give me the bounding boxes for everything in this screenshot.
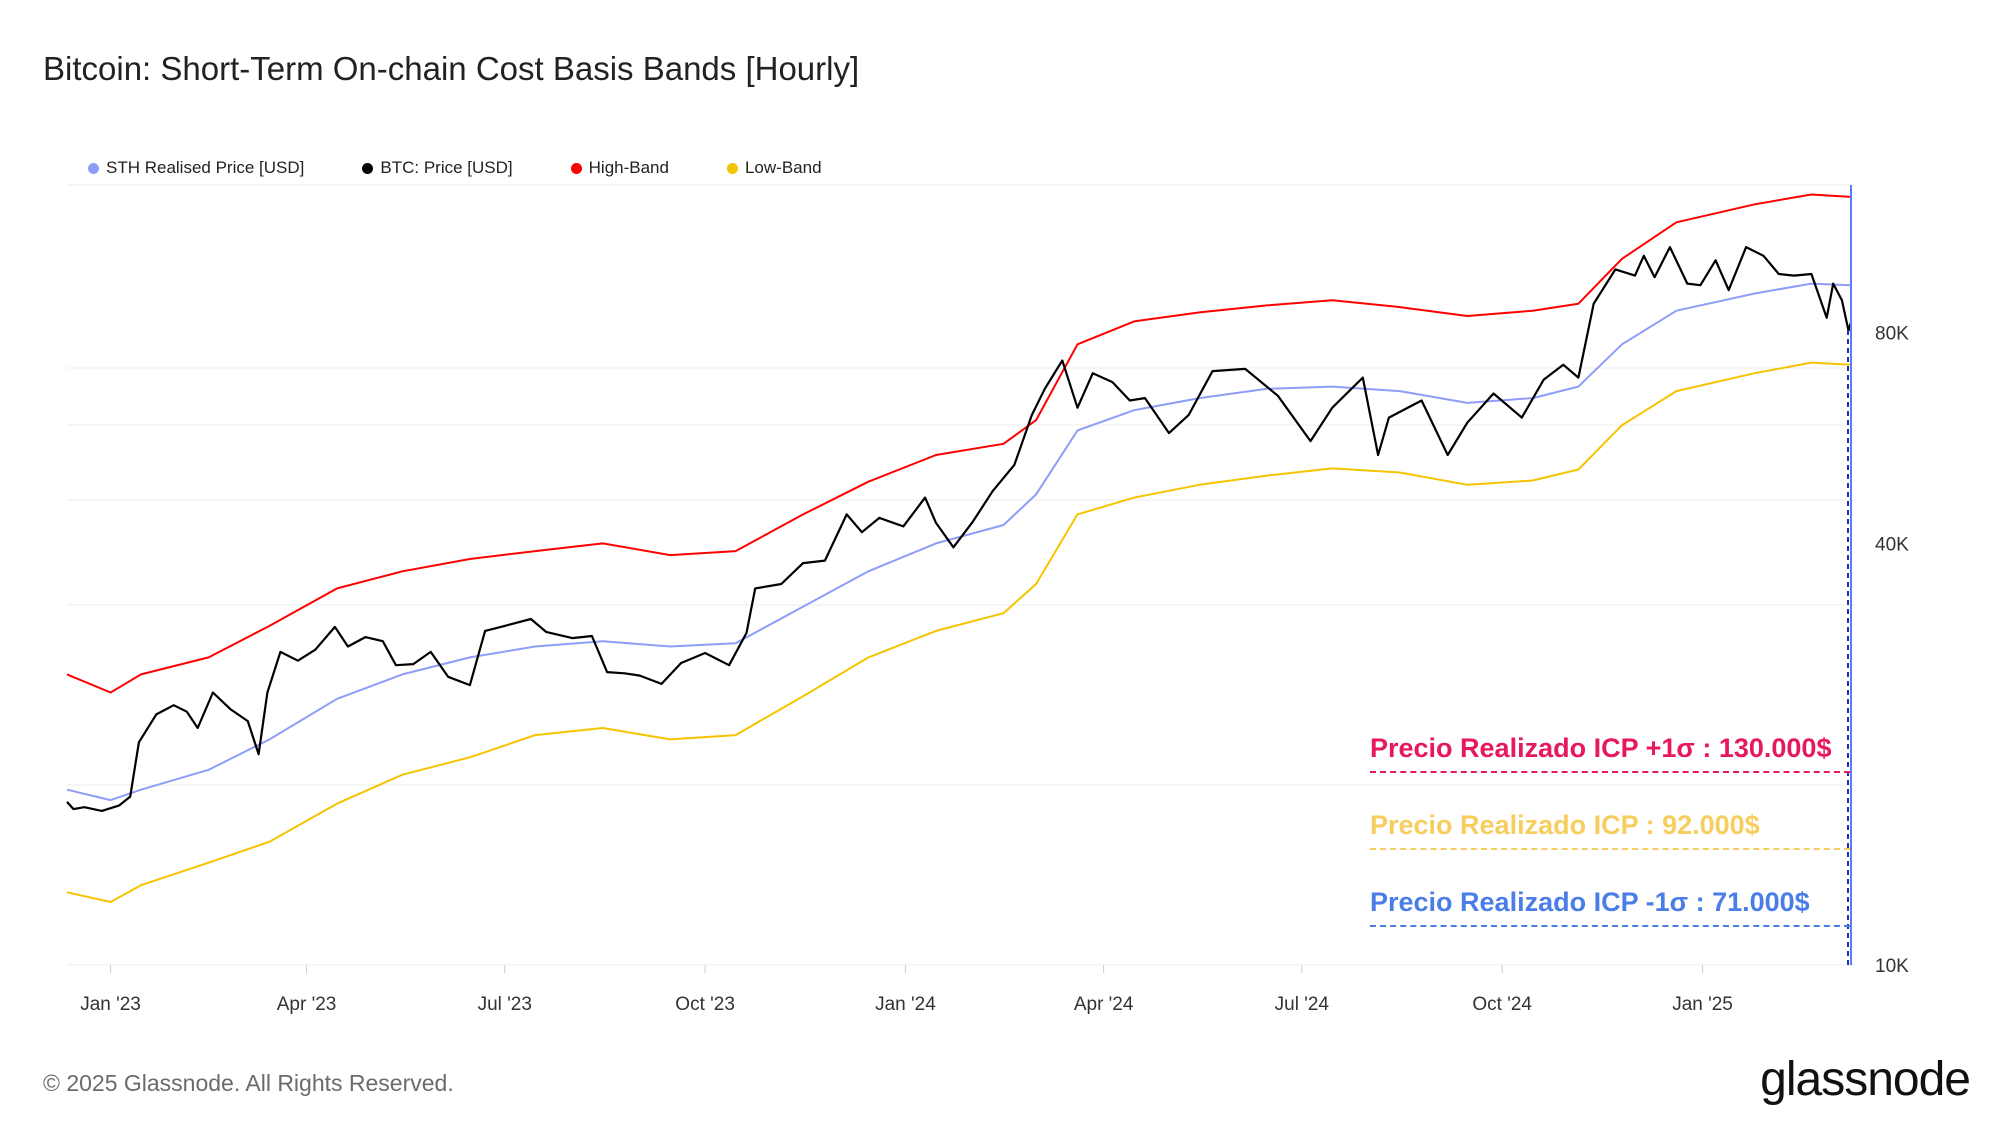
annotation-underline: [1370, 848, 1850, 850]
y-tick-label: 40K: [1875, 534, 1909, 555]
legend-dot-low: [726, 162, 738, 174]
x-tick-label: Oct '24: [1472, 994, 1532, 1015]
x-tick-label: Apr '23: [277, 994, 337, 1015]
annotation-low: Precio Realizado ICP -1σ : 71.000$: [1370, 887, 1850, 927]
btc-price-line: [66, 246, 1852, 813]
low-band-line: [66, 361, 1851, 903]
annotation-high: Precio Realizado ICP +1σ : 130.000$: [1370, 733, 1850, 773]
copyright-text: © 2025 Glassnode. All Rights Reserved.: [43, 1070, 454, 1096]
legend-item-btc[interactable]: BTC: Price [USD]: [362, 158, 513, 178]
annotation-mid: Precio Realizado ICP : 92.000$: [1370, 810, 1850, 850]
annotation-low-text: Precio Realizado ICP -1σ : 71.000$: [1370, 887, 1810, 917]
annotation-underline: [1370, 771, 1850, 773]
legend-label-high: High-Band: [588, 158, 669, 177]
annotation-mid-text: Precio Realizado ICP : 92.000$: [1370, 810, 1760, 840]
high-band-line: [66, 193, 1851, 694]
x-tick-label: Apr '24: [1074, 994, 1134, 1015]
y-tick-label: 80K: [1875, 324, 1909, 345]
x-tick-label: Jul '24: [1275, 994, 1330, 1015]
x-tick-label: Jan '24: [875, 994, 936, 1015]
legend-label-sth: STH Realised Price [USD]: [106, 158, 305, 177]
annotation-underline: [1370, 925, 1850, 927]
glassnode-logo: glassnode: [1760, 1053, 1971, 1106]
legend-label-btc: BTC: Price [USD]: [380, 158, 513, 177]
legend-label-low: Low-Band: [744, 158, 822, 177]
legend-item-sth[interactable]: STH Realised Price [USD]: [88, 158, 304, 178]
y-tick-label: 10K: [1875, 956, 1909, 977]
legend-item-low[interactable]: Low-Band: [726, 158, 822, 178]
x-tick-label: Jan '23: [80, 994, 141, 1015]
legend-dot-btc: [362, 162, 374, 174]
legend-dot-sth: [88, 162, 99, 174]
x-tick-label: Jul '23: [478, 994, 532, 1015]
legend-item-high[interactable]: High-Band: [570, 158, 669, 178]
chart-title: Bitcoin: Short-Term On-chain Cost Basis …: [43, 50, 860, 87]
annotation-high-text: Precio Realizado ICP +1σ : 130.000$: [1370, 733, 1832, 763]
sth-realised-price-line: [66, 282, 1851, 802]
chart-legend: STH Realised Price [USD] BTC: Price [USD…: [88, 158, 822, 178]
x-tick-label: Jan '25: [1672, 994, 1733, 1015]
legend-dot-high: [570, 162, 582, 174]
x-tick-label: Oct '23: [675, 994, 735, 1015]
